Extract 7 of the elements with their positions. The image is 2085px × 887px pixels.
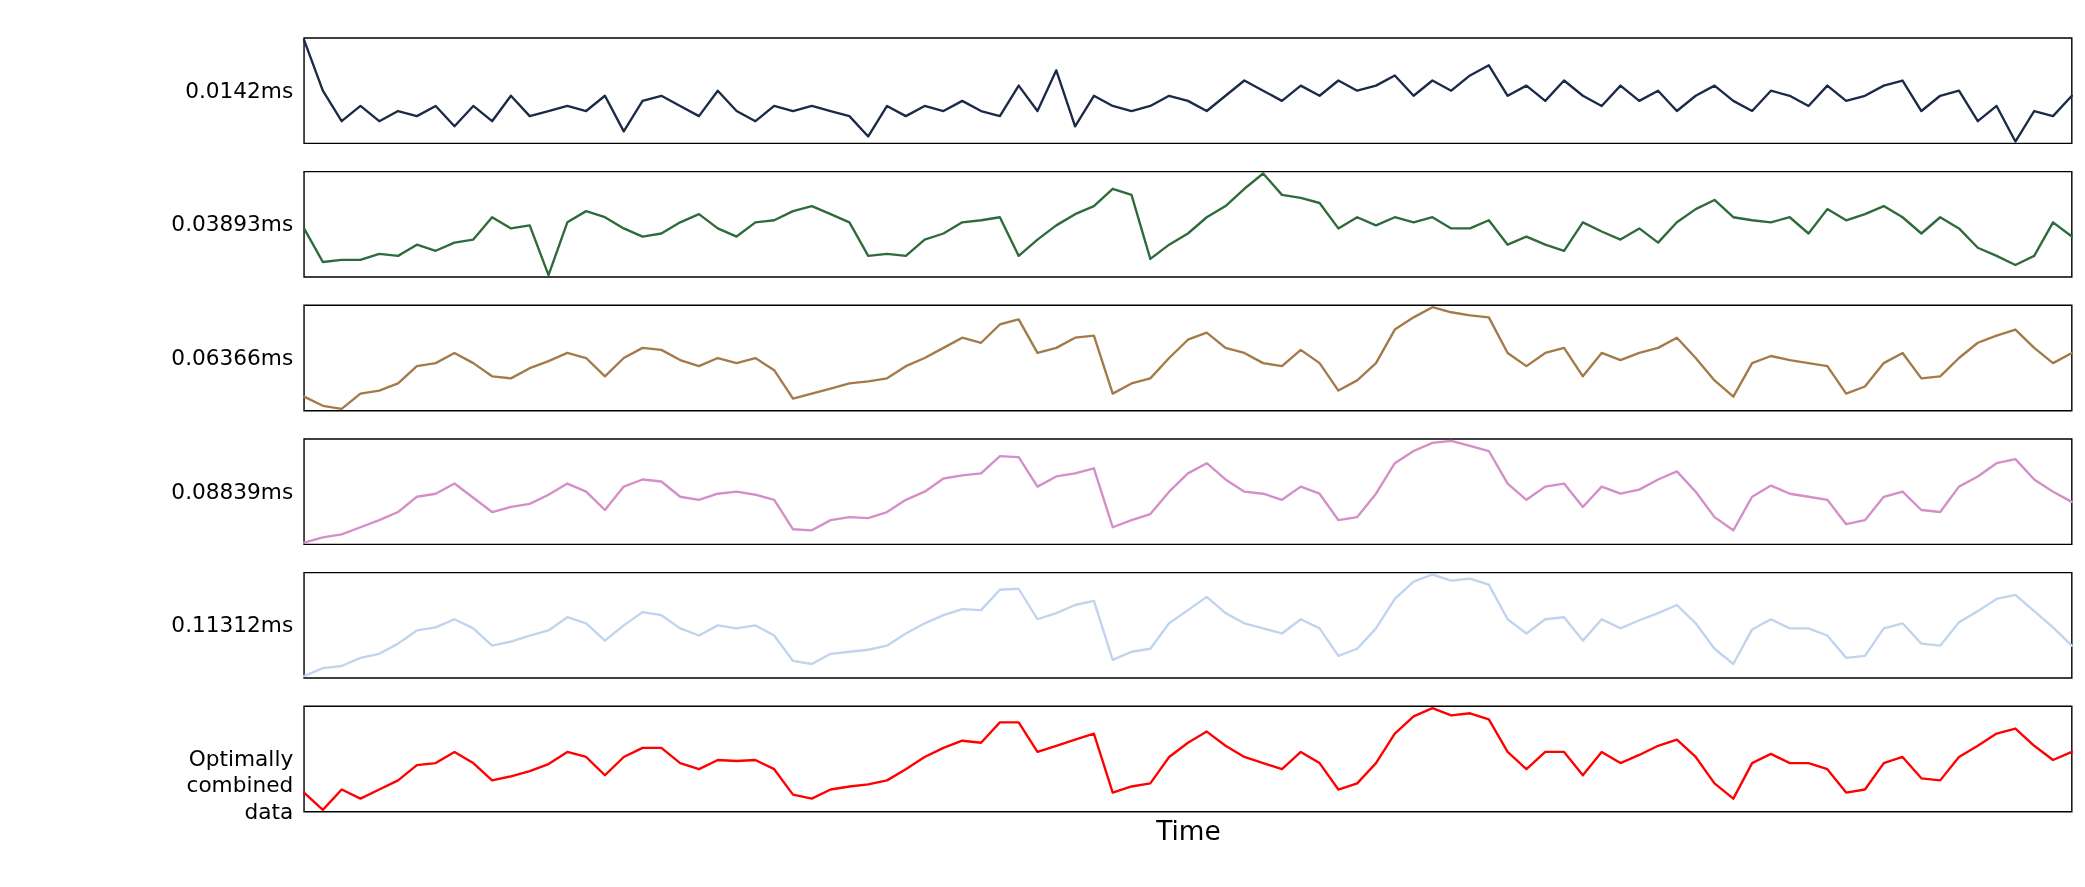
y-axis-title: 0.03893ms — [171, 211, 294, 237]
y-axis-title: 0.11312ms — [171, 612, 294, 638]
y-axis-title: Optimally combined data — [186, 746, 294, 824]
y-axis-title: 0.0142ms — [185, 77, 294, 103]
y-axis-title: 0.08839ms — [171, 478, 294, 504]
y-axis-title: 0.06366ms — [171, 345, 294, 371]
x-axis-title: Time — [1155, 816, 1221, 847]
